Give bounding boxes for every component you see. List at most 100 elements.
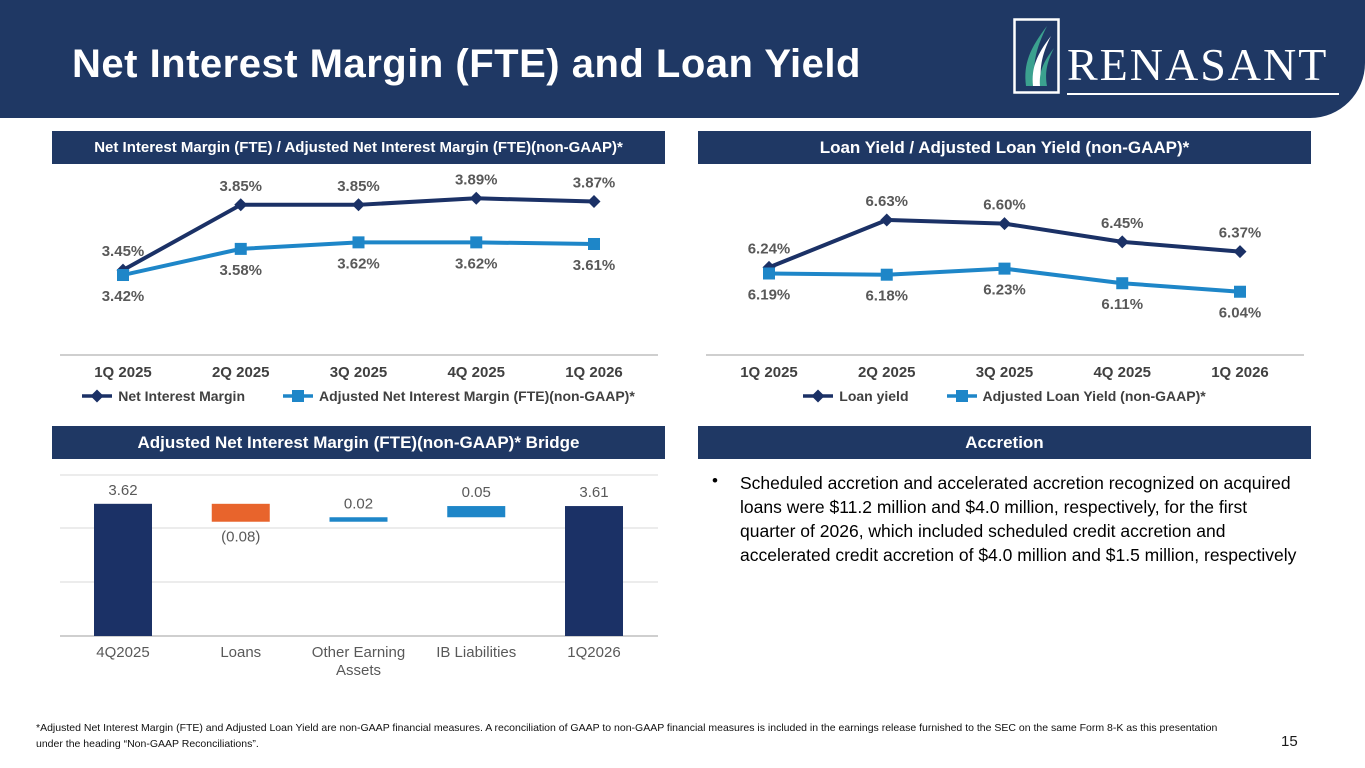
nim-chart-legend: Net Interest Margin Adjusted Net Interest… — [52, 388, 665, 404]
data-label: 6.63% — [865, 193, 908, 210]
waterfall-bar — [565, 506, 623, 636]
diamond-marker-icon — [1233, 245, 1247, 259]
data-label: 3.42% — [102, 288, 145, 305]
legend-label: Adjusted Loan Yield (non-GAAP)* — [982, 388, 1206, 404]
legend-label: Adjusted Net Interest Margin (FTE)(non-G… — [319, 388, 635, 404]
data-label: 6.37% — [1219, 225, 1262, 242]
data-label: 3.61% — [573, 257, 616, 274]
x-tick-label: 1Q2026 — [567, 644, 620, 661]
square-marker-icon — [998, 262, 1011, 275]
square-marker-icon — [1116, 277, 1129, 290]
legend-marker-icon — [283, 390, 314, 402]
x-tick-label: Other Earning — [312, 644, 405, 661]
loan-yield-chart-title: Loan Yield / Adjusted Loan Yield (non-GA… — [698, 131, 1311, 164]
data-label: 6.23% — [983, 282, 1026, 299]
legend-item: Adjusted Net Interest Margin (FTE)(non-G… — [283, 388, 635, 404]
waterfall-bar — [447, 506, 506, 518]
square-marker-icon — [880, 268, 893, 281]
diamond-marker-icon — [587, 195, 601, 209]
x-tick-label: IB Liabilities — [436, 644, 516, 661]
data-label: 6.24% — [748, 240, 791, 257]
bridge-chart-title: Adjusted Net Interest Margin (FTE)(non-G… — [52, 426, 665, 459]
legend-item: Adjusted Loan Yield (non-GAAP)* — [946, 388, 1206, 404]
bridge-chart-panel: Adjusted Net Interest Margin (FTE)(non-G… — [52, 426, 665, 687]
diamond-marker-icon — [234, 198, 248, 212]
bar-label: (0.08) — [221, 529, 260, 546]
loan-yield-chart-legend: Loan yield Adjusted Loan Yield (non-GAAP)… — [698, 388, 1311, 404]
x-tick-label: Assets — [336, 662, 381, 679]
loan-yield-chart: 6.24% 6.63% 6.60% 6.45% 6.37% 6.19% 6.18% 6.23%… — [706, 193, 1304, 381]
legend-item: Net Interest Margin — [82, 388, 245, 404]
x-tick-label: 4Q 2025 — [447, 364, 505, 381]
bridge-chart: 3.62 (0.08) 0.02 0.05 3.61 4Q2025 Loans Other E… — [60, 474, 658, 679]
page-number: 15 — [1281, 733, 1298, 750]
x-tick-label: 1Q 2026 — [1211, 364, 1269, 381]
data-label: 6.19% — [748, 286, 791, 303]
nim-chart-panel: Net Interest Margin (FTE) / Adjusted Net… — [52, 131, 665, 404]
data-label: 6.45% — [1101, 215, 1144, 232]
accretion-panel: Accretion • Scheduled accretion and acce… — [698, 426, 1311, 567]
nim-chart: 3.45% 3.85% 3.85% 3.89% 3.87% 3.42% 3.58% 3.62%… — [60, 171, 658, 381]
x-tick-label: 3Q 2025 — [330, 364, 388, 381]
accretion-bullet-row: • Scheduled accretion and accelerated ac… — [698, 471, 1311, 567]
x-tick-label: 2Q 2025 — [858, 364, 916, 381]
x-tick-label: 1Q 2025 — [94, 364, 152, 381]
square-marker-icon — [588, 237, 600, 250]
square-marker-icon — [470, 236, 483, 249]
accretion-bullet-text: Scheduled accretion and accelerated accr… — [740, 473, 1297, 565]
square-marker-icon — [292, 390, 305, 402]
bar-label: 0.02 — [344, 495, 373, 512]
slide-header: Net Interest Margin (FTE) and Loan Yield… — [0, 0, 1365, 118]
diamond-marker-icon — [1115, 235, 1129, 249]
data-label: 3.62% — [455, 255, 498, 272]
data-label: 3.87% — [573, 175, 616, 192]
x-tick-label: 3Q 2025 — [976, 364, 1034, 381]
data-label: 3.85% — [337, 178, 380, 195]
x-tick-label: 2Q 2025 — [212, 364, 270, 381]
legend-label: Loan yield — [839, 388, 909, 404]
x-tick-label: 4Q 2025 — [1093, 364, 1151, 381]
data-label: 6.60% — [983, 197, 1026, 214]
footnote: *Adjusted Net Interest Margin (FTE) and … — [36, 722, 1218, 751]
bar-label: 3.61 — [579, 484, 608, 501]
data-label: 3.58% — [219, 262, 262, 279]
data-label: 6.04% — [1219, 305, 1262, 322]
legend-marker-icon — [803, 389, 834, 403]
square-marker-icon — [1234, 285, 1246, 298]
logo-underline — [1067, 93, 1339, 95]
waterfall-bar — [329, 517, 388, 522]
legend-label: Net Interest Margin — [118, 388, 246, 404]
x-tick-label: 1Q 2025 — [740, 364, 798, 381]
diamond-marker-icon — [469, 191, 483, 205]
legend-marker-icon — [82, 389, 113, 403]
diamond-marker-icon — [998, 217, 1011, 231]
nim-chart-title: Net Interest Margin (FTE) / Adjusted Net… — [52, 131, 665, 164]
data-label: 3.89% — [455, 171, 498, 188]
diamond-marker-icon — [352, 198, 365, 212]
renasant-logo: RENASANT — [1013, 16, 1343, 100]
data-label: 3.45% — [102, 243, 145, 260]
slide-title: Net Interest Margin (FTE) and Loan Yield — [72, 42, 861, 86]
square-marker-icon — [955, 390, 968, 402]
legend-item: Loan yield — [803, 388, 909, 404]
x-tick-label: 4Q2025 — [96, 644, 149, 661]
loan-yield-chart-panel: Loan Yield / Adjusted Loan Yield (non-GA… — [698, 131, 1311, 404]
square-marker-icon — [352, 236, 365, 249]
logo-text: RENASANT — [1067, 39, 1329, 90]
x-tick-label: Loans — [220, 644, 261, 661]
x-tick-label: 1Q 2026 — [565, 364, 623, 381]
diamond-marker-icon — [762, 260, 776, 274]
square-marker-icon — [763, 267, 775, 280]
bar-label: 3.62 — [108, 482, 137, 499]
data-label: 6.11% — [1101, 296, 1143, 313]
diamond-marker-icon — [811, 389, 825, 403]
legend-marker-icon — [946, 390, 977, 402]
data-label: 6.18% — [865, 288, 908, 305]
square-marker-icon — [117, 269, 129, 282]
bullet-icon: • — [712, 471, 718, 490]
square-marker-icon — [234, 242, 247, 255]
waterfall-bar — [94, 503, 152, 636]
accretion-title: Accretion — [698, 426, 1311, 459]
bar-label: 0.05 — [462, 484, 491, 501]
data-label: 3.85% — [219, 178, 262, 195]
